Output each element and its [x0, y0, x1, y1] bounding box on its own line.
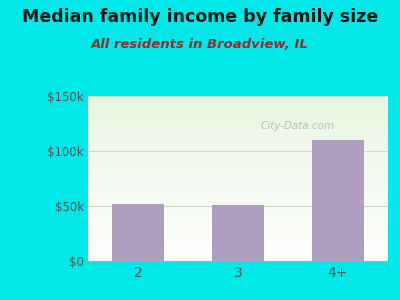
Text: All residents in Broadview, IL: All residents in Broadview, IL: [91, 38, 309, 50]
Bar: [112, 204, 164, 261]
Text: City-Data.com: City-Data.com: [261, 121, 335, 131]
Text: Median family income by family size: Median family income by family size: [22, 8, 378, 26]
Bar: [212, 205, 264, 261]
Bar: [312, 140, 364, 261]
